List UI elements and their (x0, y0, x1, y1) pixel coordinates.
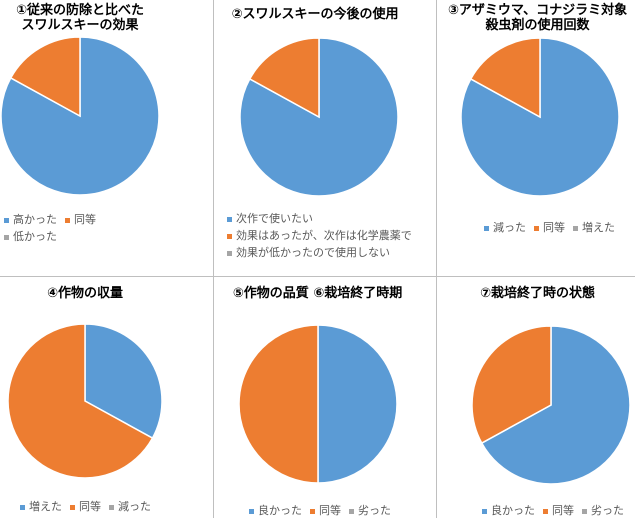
legend-label: 効果はあったが、次作は化学農薬で (236, 229, 412, 242)
legend-swatch (482, 508, 487, 514)
chart-title: ②スワルスキーの今後の使用 (231, 7, 399, 22)
legend: 良かった 同等 劣った (249, 502, 399, 519)
pie-slice-効果はあったが、次作は化学農薬で (248, 37, 320, 119)
legend-item: 同等 (534, 219, 565, 236)
pie-chart (238, 324, 398, 484)
chart-title: ③アザミウマ、コナジラミ対象 殺虫剤の使用回数 (447, 3, 628, 33)
pie-chart (471, 325, 631, 485)
legend-item: 減った (109, 498, 151, 515)
pie-slice-増えた (84, 323, 163, 440)
chart-title: ⑦栽培終了時の状態 (479, 286, 595, 301)
legend-item: 減った (484, 219, 526, 236)
pie-chart (7, 323, 163, 479)
chart-title: ⑤作物の品質 ⑥栽培終了時期 (232, 286, 403, 301)
legend-label: 同等 (543, 221, 565, 234)
legend-item: 劣った (582, 502, 624, 519)
pie-chart (0, 36, 160, 196)
legend: 高かった 同等低かった (4, 211, 160, 245)
legend-item: 良かった (482, 502, 535, 519)
legend-swatch (582, 508, 587, 514)
chart-panel-4: ④作物の収量 増えた 同等 減った (0, 280, 170, 518)
legend: 良かった 同等 劣った (482, 502, 632, 519)
legend-label: 良かった (491, 504, 535, 517)
legend-label: 増えた (29, 500, 62, 513)
legend-swatch (484, 225, 489, 231)
pie-slice-同等 (469, 37, 541, 119)
divider (436, 0, 437, 518)
legend-label: 減った (118, 500, 151, 513)
legend-item: 同等 (310, 502, 341, 519)
legend-item: 良かった (249, 502, 302, 519)
chart-panel-5: ⑤作物の品質 ⑥栽培終了時期 良かった 同等 劣った (215, 280, 420, 518)
legend-item: 効果はあったが、次作は化学農薬で (227, 227, 412, 244)
legend-swatch (109, 504, 114, 510)
chart-panel-6: ⑦栽培終了時の状態 良かった 同等 劣った (440, 280, 635, 518)
legend-swatch (70, 504, 75, 510)
legend-label: 減った (493, 221, 526, 234)
pie-slice-同等 (238, 324, 319, 484)
legend-label: 次作で使いたい (236, 212, 313, 225)
legend-label: 高かった (13, 213, 57, 226)
chart-title: ①従来の防除と比べた スワルスキーの効果 (15, 3, 144, 33)
legend-item: 低かった (4, 228, 57, 245)
legend-swatch (65, 217, 70, 223)
legend-label: 同等 (79, 500, 101, 513)
legend-label: 同等 (552, 504, 574, 517)
pie-slice-良かった (480, 325, 631, 485)
legend-item: 次作で使いたい (227, 210, 412, 227)
legend-swatch (227, 233, 232, 239)
legend-item: 増えた (20, 498, 62, 515)
legend-swatch (534, 225, 539, 231)
chart-panel-3: ③アザミウマ、コナジラミ対象 殺虫剤の使用回数 減った 同等 増えた (440, 0, 635, 260)
legend-swatch (349, 508, 354, 514)
legend-label: 劣った (358, 504, 391, 517)
legend-label: 良かった (258, 504, 302, 517)
legend-item: 増えた (573, 219, 615, 236)
legend-swatch (249, 508, 254, 514)
chart-title: ④作物の収量 (46, 286, 123, 301)
legend-item: 同等 (70, 498, 101, 515)
legend-swatch (4, 217, 9, 223)
pie-chart (460, 37, 620, 197)
pie-slice-良かった (317, 324, 398, 484)
legend-swatch (543, 508, 548, 514)
chart-panel-2: ②スワルスキーの今後の使用 次作で使いたい 効果はあったが、次作は化学農薬で 効… (215, 0, 415, 275)
divider (0, 276, 635, 277)
legend-item: 高かった (4, 211, 57, 228)
legend-label: 同等 (74, 213, 96, 226)
legend-item: 同等 (543, 502, 574, 519)
legend-swatch (4, 234, 9, 240)
legend-swatch (310, 508, 315, 514)
legend-item: 同等 (65, 211, 96, 228)
legend-label: 低かった (13, 230, 57, 243)
divider (213, 0, 214, 518)
pie-slice-同等 (9, 36, 81, 118)
legend: 増えた 同等 減った (20, 498, 159, 515)
pie-chart (239, 37, 399, 197)
legend-swatch (227, 250, 232, 256)
legend-label: 効果が低かったので使用しない (236, 246, 390, 259)
pie-slice-同等 (7, 323, 154, 479)
legend-label: 増えた (582, 221, 615, 234)
pie-slice-同等 (471, 325, 552, 445)
legend-item: 劣った (349, 502, 391, 519)
legend: 次作で使いたい 効果はあったが、次作は化学農薬で 効果が低かったので使用しない (227, 210, 412, 261)
legend: 減った 同等 増えた (484, 219, 623, 236)
chart-panel-1: ①従来の防除と比べた スワルスキーの効果 高かった 同等低かった (0, 0, 160, 260)
legend-item: 効果が低かったので使用しない (227, 244, 412, 261)
legend-swatch (573, 225, 578, 231)
legend-label: 同等 (319, 504, 341, 517)
legend-label: 劣った (591, 504, 624, 517)
legend-swatch (20, 504, 25, 510)
legend-swatch (227, 216, 232, 222)
